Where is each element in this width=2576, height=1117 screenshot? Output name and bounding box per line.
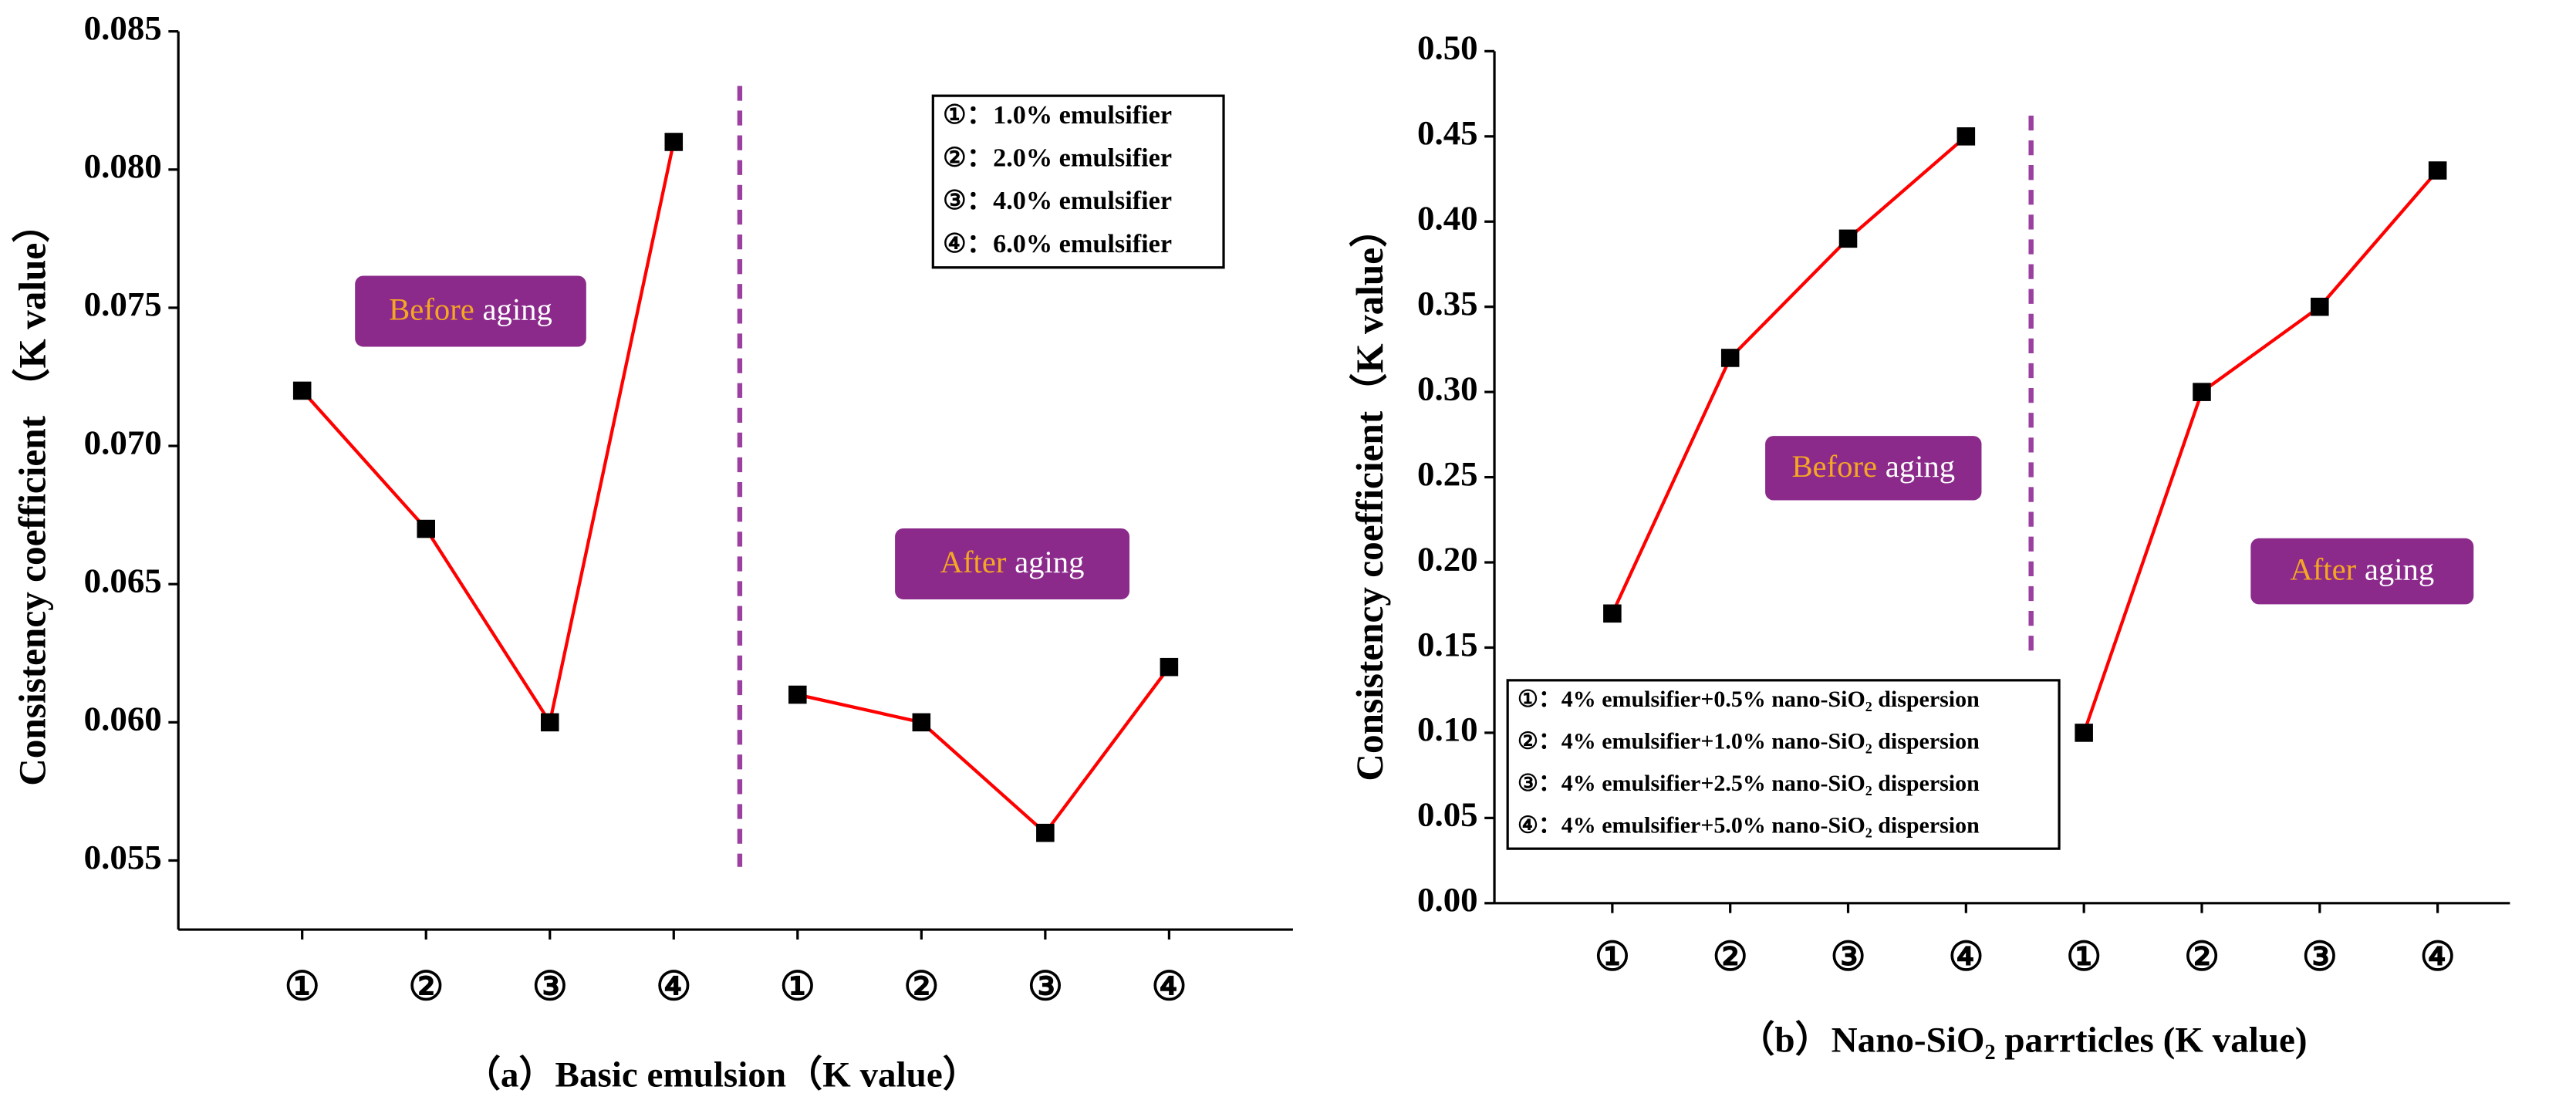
- data-point: [1956, 127, 1976, 146]
- series-line: [797, 666, 1171, 835]
- annotation: After aging: [2290, 552, 2434, 587]
- legend-entry: ②：2.0% emulsifier: [943, 143, 1172, 172]
- x-tick-label: ①: [780, 965, 815, 1009]
- x-tick-label: ②: [1713, 936, 1748, 980]
- annotation-part: After: [2290, 552, 2356, 587]
- x-tick-label: ④: [656, 965, 691, 1009]
- data-point: [912, 713, 931, 732]
- annotation-box: [355, 275, 586, 347]
- y-axis-label: Consistency coefficient（K value）: [1349, 210, 1391, 781]
- annotation-part: aging: [2365, 552, 2434, 587]
- annotation-part: After: [940, 545, 1007, 579]
- y-tick-label: 0.25: [1417, 454, 1478, 493]
- annotation-part: aging: [483, 292, 552, 327]
- data-point: [2311, 297, 2329, 316]
- y-axis-label: Consistency coefficient （K value）: [11, 205, 53, 786]
- legend-entry: ④：4% emulsifier+5.0% nano-SiO₂ dispersio…: [1518, 813, 1980, 839]
- x-tick-label: ③: [1830, 936, 1865, 980]
- y-tick-label: 0.35: [1417, 284, 1478, 322]
- y-tick-label: 0.070: [84, 423, 162, 461]
- x-tick-label: ④: [1948, 936, 1983, 980]
- annotation-box: [895, 528, 1130, 599]
- x-tick-label: ①: [2066, 936, 2102, 980]
- data-point: [292, 381, 312, 400]
- y-tick-label: 0.20: [1417, 539, 1478, 578]
- annotation-part: aging: [1886, 449, 1955, 484]
- y-tick-label: 0.30: [1417, 369, 1478, 407]
- data-point: [664, 133, 684, 151]
- y-tick-label: 0.060: [84, 700, 162, 738]
- legend-entry: ①：1.0% emulsifier: [943, 100, 1172, 130]
- data-point: [2075, 724, 2093, 742]
- annotation-part: Before: [389, 292, 474, 327]
- x-tick-label: ①: [1595, 936, 1630, 980]
- annotation-part: Before: [1791, 449, 1877, 484]
- x-tick-label: ①: [285, 965, 320, 1009]
- data-point: [2428, 161, 2447, 180]
- data-point: [1603, 604, 1622, 623]
- legend-entry: ②：4% emulsifier+1.0% nano-SiO₂ dispersio…: [1518, 729, 1980, 754]
- legend-entry: ③：4% emulsifier+2.5% nano-SiO₂ dispersio…: [1518, 771, 1980, 796]
- data-point: [1036, 823, 1055, 842]
- y-tick-label: 0.065: [84, 562, 162, 600]
- series-line: [2082, 169, 2439, 734]
- annotation: Before aging: [1791, 449, 1955, 484]
- data-point: [540, 713, 559, 732]
- annotation-part: aging: [1015, 545, 1084, 579]
- x-tick-label: ③: [532, 965, 568, 1009]
- legend-box: [931, 94, 1225, 269]
- x-tick-label: ②: [2184, 936, 2220, 980]
- data-point: [788, 685, 807, 704]
- y-tick-label: 0.055: [84, 838, 162, 876]
- x-tick-label: ③: [1028, 965, 1063, 1009]
- series-line: [1610, 135, 1967, 615]
- data-point: [2193, 383, 2211, 401]
- annotation: Before aging: [389, 292, 552, 327]
- x-tick-label: ④: [1151, 965, 1187, 1009]
- x-tick-label: ②: [408, 965, 444, 1009]
- y-tick-label: 0.05: [1417, 795, 1478, 834]
- y-tick-label: 0.00: [1417, 880, 1478, 919]
- y-tick-label: 0.50: [1417, 29, 1478, 67]
- annotation-box: [1765, 436, 1982, 501]
- y-tick-label: 0.45: [1417, 113, 1478, 152]
- legend-box: [1506, 679, 2061, 850]
- y-tick-label: 0.15: [1417, 625, 1478, 663]
- annotation-box: [2250, 538, 2474, 605]
- data-point: [1838, 229, 1858, 248]
- x-tick-label: ③: [2302, 936, 2338, 980]
- y-tick-label: 0.080: [84, 147, 162, 185]
- x-tick-label: ②: [903, 965, 939, 1009]
- legend-entry: ④：6.0% emulsifier: [943, 229, 1172, 258]
- series-line: [301, 141, 676, 727]
- chart-title: （b）Nano-SiO₂ parrticles (K value): [1738, 1021, 2307, 1061]
- y-tick-label: 0.085: [84, 8, 162, 47]
- data-point: [417, 519, 435, 538]
- y-tick-label: 0.075: [84, 285, 162, 323]
- y-tick-label: 0.10: [1417, 710, 1478, 748]
- x-tick-label: ④: [2420, 936, 2456, 980]
- data-point: [1160, 657, 1179, 677]
- chart-title: （a）Basic emulsion（K value）: [464, 1055, 979, 1095]
- y-tick-label: 0.40: [1417, 199, 1478, 238]
- legend-entry: ③：4.0% emulsifier: [943, 186, 1172, 215]
- annotation: After aging: [940, 545, 1085, 579]
- legend-entry: ①：4% emulsifier+0.5% nano-SiO₂ dispersio…: [1518, 687, 1980, 712]
- data-point: [1720, 349, 1740, 367]
